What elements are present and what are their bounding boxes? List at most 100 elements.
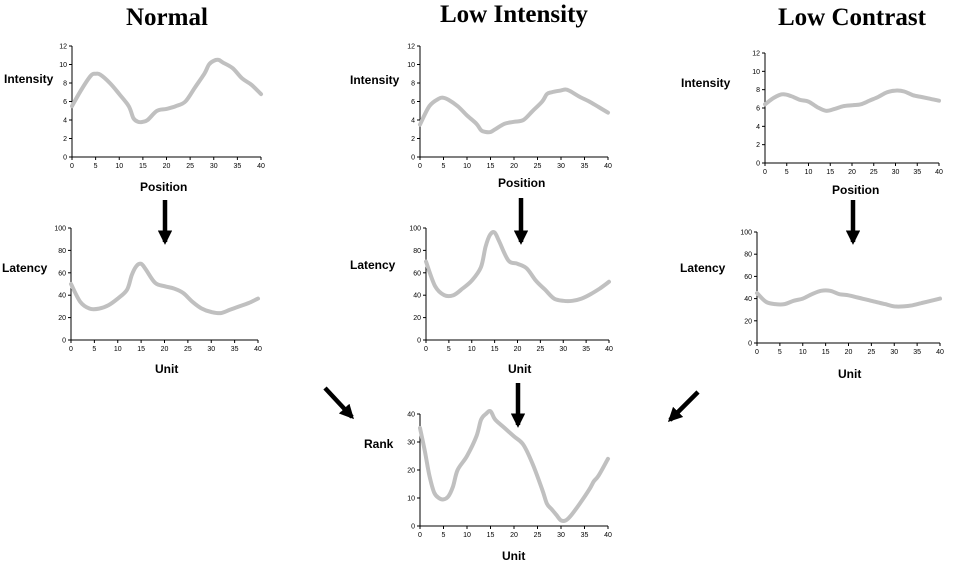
y-tick-label: 2: [63, 136, 67, 143]
x-tick-label: 25: [536, 346, 544, 353]
xlabel-normal-latency: Unit: [155, 362, 179, 376]
arrow-lowcon-to-rank: [667, 390, 700, 423]
x-tick-label: 0: [418, 163, 422, 170]
y-tick-label: 20: [413, 315, 421, 322]
x-tick-label: 20: [848, 169, 856, 176]
x-tick-label: 25: [867, 349, 875, 356]
x-tick-label: 30: [890, 349, 898, 356]
y-tick-label: 40: [58, 293, 66, 300]
y-tick-label: 10: [752, 69, 760, 76]
y-tick-label: 80: [413, 248, 421, 255]
ylabel-normal-latency: Latency: [2, 261, 48, 275]
ylabel-combined-rank: Rank: [364, 437, 394, 451]
y-tick-label: 10: [407, 62, 415, 69]
x-tick-label: 5: [785, 169, 789, 176]
x-tick-label: 20: [514, 346, 522, 353]
x-tick-label: 20: [845, 349, 853, 356]
x-tick-label: 10: [799, 349, 807, 356]
y-tick-label: 0: [411, 524, 415, 531]
x-tick-label: 5: [94, 163, 98, 170]
ylabel-normal-intensity: Intensity: [4, 72, 54, 86]
y-tick-label: 4: [756, 124, 760, 131]
x-tick-label: 10: [805, 169, 813, 176]
series-line-lowint-intensity: [418, 87, 610, 135]
x-tick-label: 35: [233, 163, 241, 170]
y-tick-label: 60: [58, 270, 66, 277]
y-tick-label: 10: [59, 62, 67, 69]
y-tick-label: 0: [62, 338, 66, 345]
x-tick-label: 0: [763, 169, 767, 176]
x-tick-label: 40: [605, 346, 613, 353]
x-tick-label: 35: [231, 346, 239, 353]
x-tick-label: 30: [207, 346, 215, 353]
ylabel-lowint-intensity: Intensity: [350, 73, 400, 87]
ylabel-lowcon-intensity: Intensity: [681, 76, 731, 90]
y-tick-label: 20: [407, 468, 415, 475]
y-tick-label: 20: [58, 315, 66, 322]
y-tick-label: 6: [63, 99, 67, 106]
y-tick-label: 40: [413, 293, 421, 300]
y-tick-label: 4: [411, 118, 415, 125]
x-tick-label: 35: [581, 163, 589, 170]
y-tick-label: 20: [744, 318, 752, 325]
y-tick-label: 12: [59, 44, 67, 51]
x-tick-label: 0: [755, 349, 759, 356]
y-tick-label: 0: [748, 341, 752, 348]
x-tick-label: 25: [186, 163, 194, 170]
title-low-intensity: Low Intensity: [440, 1, 588, 28]
series-line-combined-rank: [418, 409, 610, 523]
x-tick-label: 5: [92, 346, 96, 353]
x-tick-label: 15: [822, 349, 830, 356]
x-tick-label: 30: [557, 163, 565, 170]
y-tick-label: 4: [63, 118, 67, 125]
y-tick-label: 6: [411, 99, 415, 106]
ylabel-lowcon-latency: Latency: [680, 261, 726, 275]
x-tick-label: 15: [487, 532, 495, 539]
x-tick-label: 0: [70, 163, 74, 170]
xlabel-lowint-latency: Unit: [508, 362, 532, 376]
y-tick-label: 0: [756, 161, 760, 168]
x-tick-label: 30: [892, 169, 900, 176]
y-tick-label: 100: [409, 226, 421, 233]
y-tick-label: 6: [756, 106, 760, 113]
y-tick-label: 12: [752, 51, 760, 58]
x-tick-label: 40: [604, 532, 612, 539]
x-tick-label: 5: [778, 349, 782, 356]
x-tick-label: 15: [487, 163, 495, 170]
x-tick-label: 35: [581, 532, 589, 539]
x-tick-label: 15: [491, 346, 499, 353]
x-tick-label: 25: [870, 169, 878, 176]
y-tick-label: 2: [756, 142, 760, 149]
x-tick-label: 20: [163, 163, 171, 170]
x-tick-label: 40: [936, 349, 944, 356]
x-tick-label: 30: [210, 163, 218, 170]
y-tick-label: 0: [417, 338, 421, 345]
x-tick-label: 20: [510, 163, 518, 170]
x-tick-label: 30: [559, 346, 567, 353]
y-tick-label: 2: [411, 136, 415, 143]
x-tick-label: 0: [418, 532, 422, 539]
x-tick-label: 25: [534, 532, 542, 539]
y-tick-label: 40: [744, 296, 752, 303]
y-tick-label: 80: [744, 252, 752, 259]
xlabel-lowcon-latency: Unit: [838, 367, 862, 381]
series-line-lowcon-latency: [755, 288, 942, 309]
x-tick-label: 25: [534, 163, 542, 170]
x-tick-label: 35: [913, 169, 921, 176]
x-tick-label: 25: [184, 346, 192, 353]
arrow-normal-to-rank: [323, 386, 354, 420]
y-tick-label: 12: [407, 44, 415, 51]
x-tick-label: 5: [442, 532, 446, 539]
x-tick-label: 0: [69, 346, 73, 353]
x-tick-label: 40: [935, 169, 943, 176]
y-tick-label: 0: [411, 155, 415, 162]
y-tick-label: 80: [58, 248, 66, 255]
series-line-normal-intensity: [70, 57, 263, 125]
